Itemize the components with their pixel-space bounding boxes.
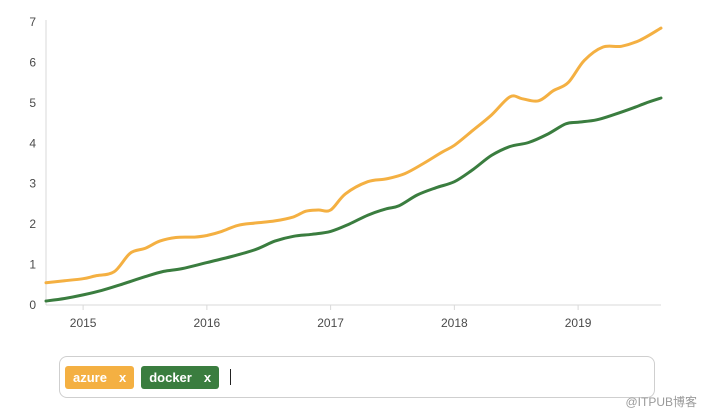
- series-line-docker: [44, 96, 663, 303]
- tag-label: azure: [73, 369, 107, 385]
- y-tick-label: 5: [29, 96, 36, 110]
- series-line-azure: [44, 26, 663, 285]
- tag-search-input[interactable]: azure x docker x: [59, 356, 655, 398]
- y-tick-label: 0: [29, 298, 36, 312]
- watermark: @ITPUB博客: [625, 395, 697, 409]
- x-tick-label: 2016: [194, 316, 221, 330]
- y-tick-label: 6: [29, 55, 36, 69]
- x-tick-label: 2018: [441, 316, 468, 330]
- tag-label: docker: [149, 369, 192, 385]
- text-caret: [230, 369, 232, 385]
- line-chart: 0 1 2 3 4 5 6 7 2015 2016 2017 2018 2019: [29, 15, 663, 330]
- x-tick-label: 2017: [317, 316, 344, 330]
- tag-chip-docker: docker x: [141, 365, 220, 389]
- x-tick-label: 2015: [70, 316, 97, 330]
- y-tick-label: 2: [29, 217, 36, 231]
- remove-tag-icon[interactable]: x: [118, 369, 127, 385]
- y-tick-label: 7: [29, 15, 36, 29]
- remove-tag-icon[interactable]: x: [203, 369, 212, 385]
- y-tick-label: 1: [29, 258, 36, 272]
- y-tick-label: 4: [29, 136, 36, 150]
- x-tick-label: 2019: [565, 316, 592, 330]
- tag-chip-azure: azure x: [65, 365, 135, 389]
- y-tick-label: 3: [29, 177, 36, 191]
